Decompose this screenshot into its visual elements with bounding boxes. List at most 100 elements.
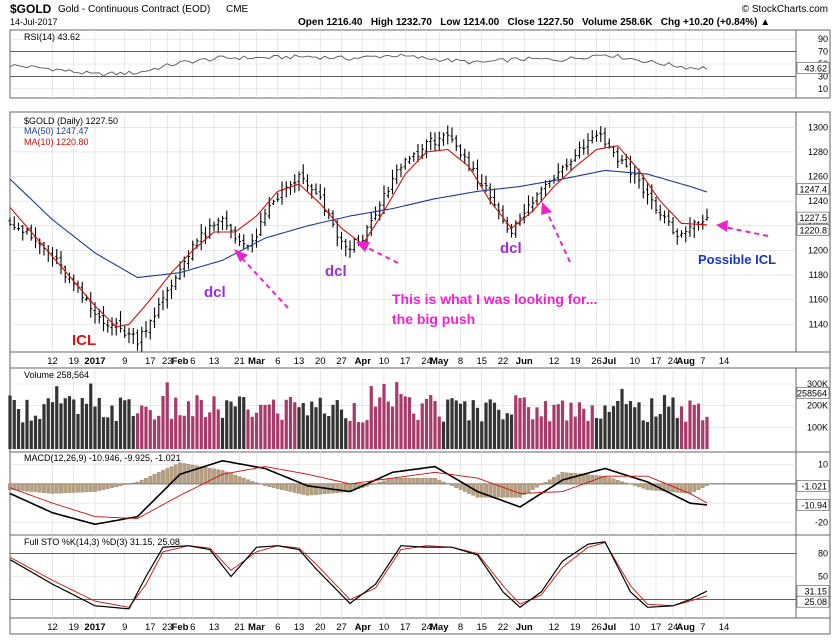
x-tick-top: 6: [190, 356, 195, 367]
x-tick-bottom: 17: [651, 622, 662, 633]
volume-bar: [548, 421, 551, 449]
macd-histogram-bar: [438, 480, 441, 484]
volume-bar: [204, 417, 207, 449]
x-tick-top: 21: [234, 356, 245, 367]
macd-histogram-bar: [671, 484, 674, 492]
annotation-note-1: This is what I was looking for...: [392, 291, 597, 307]
macd-histogram-bar: [238, 477, 241, 484]
x-tick-bottom: Jul: [602, 622, 616, 633]
macd-histogram-bar: [408, 478, 411, 484]
macd-histogram-bar: [378, 482, 381, 484]
volume-bar: [255, 413, 258, 449]
macd-histogram-bar: [382, 481, 385, 484]
macd-histogram-bar: [501, 484, 504, 497]
macd-histogram-bar: [34, 484, 37, 492]
volume-bar: [68, 396, 71, 449]
macd-histogram-bar: [493, 484, 496, 497]
macd-histogram-bar: [293, 484, 296, 493]
macd-histogram-bar: [106, 484, 109, 489]
macd-histogram-bar: [608, 478, 611, 484]
volume-bar: [38, 419, 41, 449]
price-tick-label: 1180: [809, 270, 828, 280]
macd-histogram-bar: [370, 484, 373, 485]
price-last-close: 1227.5: [799, 213, 827, 223]
volume-bar: [306, 415, 309, 449]
x-tick-top: 20: [315, 356, 326, 367]
x-tick-bottom: 19: [68, 622, 79, 633]
x-tick-top: Jul: [602, 356, 616, 367]
rsi-last-value: 43.62: [804, 63, 827, 73]
volume-last-value-group: 258564: [797, 387, 829, 398]
x-tick-bottom: 15: [476, 622, 487, 633]
rsi-legend: RSI(14) 43.62: [24, 32, 80, 42]
sto-last-k-group: 31.15: [797, 586, 829, 597]
volume-bar: [225, 400, 228, 449]
volume-bar: [433, 401, 436, 449]
macd-histogram-bar: [25, 484, 28, 491]
x-tick-top: Jun: [516, 356, 533, 367]
volume-bar: [331, 405, 334, 449]
price-last-ma50: 1247.4: [799, 185, 827, 195]
volume-bar: [404, 396, 407, 449]
macd-histogram-bar: [268, 484, 271, 487]
price-tick-label: 1240: [808, 196, 828, 206]
price-tick-label: 1200: [808, 245, 828, 255]
volume-bar: [701, 420, 704, 449]
volume-bar: [574, 417, 577, 449]
volume-bar: [323, 414, 326, 449]
volume-bar: [625, 404, 628, 449]
macd-histogram-bar: [149, 476, 152, 484]
header-date: 14-Jul-2017: [10, 17, 58, 27]
x-tick-bottom: 13: [209, 622, 220, 633]
volume-bar: [17, 409, 20, 449]
volume-bar: [629, 401, 632, 449]
volume-bar: [382, 384, 385, 449]
macd-histogram-bar: [64, 484, 67, 493]
price-legend: $GOLD (Daily) 1227.50: [24, 116, 118, 126]
x-tick-bottom: Feb: [172, 622, 189, 633]
macd-histogram-bar: [98, 484, 101, 491]
volume-bar: [85, 404, 88, 449]
volume-bar: [357, 422, 360, 449]
volume-bar: [557, 404, 560, 449]
x-tick-top: 12: [47, 356, 58, 367]
volume-bar: [268, 405, 271, 449]
macd-histogram-bar: [272, 484, 275, 488]
macd-histogram-bar: [518, 484, 521, 497]
macd-histogram-bar: [174, 465, 177, 484]
volume-bar: [55, 386, 58, 449]
x-tick-top: 17: [145, 356, 156, 367]
macd-histogram-bar: [302, 484, 305, 495]
volume-bar: [642, 420, 645, 449]
macd-histogram-bar: [280, 484, 283, 490]
volume-bar: [416, 420, 419, 449]
volume-bar: [535, 407, 538, 449]
annotation-dcl-3: dcl: [500, 240, 522, 257]
volume-bar: [348, 421, 351, 449]
volume-bar: [552, 405, 555, 449]
volume-bar: [251, 417, 254, 449]
volume-bar: [387, 402, 390, 449]
volume-bar: [221, 418, 224, 449]
macd-histogram-bar: [191, 465, 194, 484]
x-tick-top: 10: [629, 356, 640, 367]
volume-bar: [34, 416, 37, 449]
x-tick-top: 12: [549, 356, 560, 367]
macd-histogram-bar: [336, 484, 339, 493]
volume-bar: [361, 422, 364, 449]
volume-bar: [98, 398, 101, 449]
macd-histogram-bar: [187, 464, 190, 484]
macd-histogram-bar: [276, 484, 279, 489]
macd-histogram-bar: [425, 478, 428, 484]
macd-histogram-bar: [421, 478, 424, 484]
x-tick-bottom: 10: [379, 622, 390, 633]
volume-bar: [238, 396, 241, 449]
volume-bar: [637, 402, 640, 449]
x-tick-top: 8: [458, 356, 463, 367]
macd-histogram-bar: [242, 478, 245, 484]
macd-histogram-bar: [399, 478, 402, 484]
volume-bar: [119, 398, 122, 449]
volume-bar: [370, 386, 373, 449]
macd-histogram-bar: [531, 484, 534, 490]
volume-bar: [446, 399, 449, 449]
